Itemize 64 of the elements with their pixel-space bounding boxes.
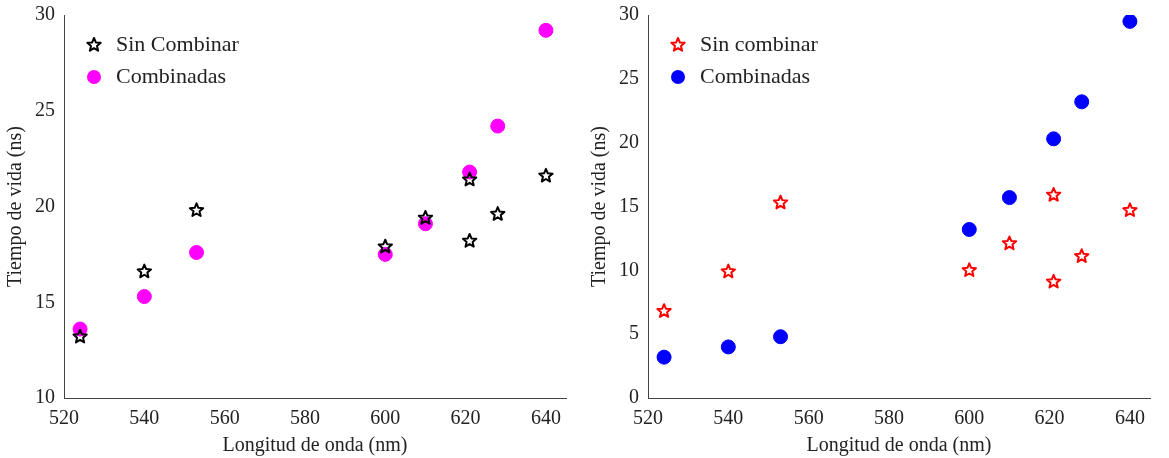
- point: [1046, 131, 1062, 147]
- point: [490, 206, 506, 221]
- y-tick-label: 30: [619, 2, 639, 25]
- y-tick-label: 10: [35, 385, 55, 408]
- legend-label: Combinadas: [116, 62, 226, 88]
- y-tick-label: 15: [35, 289, 55, 312]
- x-tick-label: 520: [633, 406, 663, 429]
- point: [773, 329, 789, 345]
- legend-label: Sin combinar: [700, 30, 819, 56]
- y-tick-label: 5: [629, 321, 639, 344]
- y-tick-label: 10: [619, 257, 639, 280]
- y-tick-label: 20: [35, 193, 55, 216]
- point: [656, 303, 672, 318]
- y-axis-title: Tiempo de vida (ns): [587, 126, 611, 287]
- point: [461, 232, 478, 248]
- x-tick-label: 580: [289, 406, 320, 429]
- x-axis-title: Longitud de onda (nm): [222, 433, 408, 457]
- point: [461, 171, 478, 187]
- x-tick-label: 520: [49, 406, 79, 429]
- y-tick-label: 25: [35, 98, 55, 120]
- x-tick-label: 600: [370, 406, 401, 429]
- point: [72, 328, 88, 344]
- point: [1074, 94, 1090, 110]
- point: [538, 167, 554, 183]
- point: [656, 349, 672, 365]
- y-tick-label: 15: [619, 193, 639, 216]
- x-tick-label: 620: [450, 406, 481, 429]
- point: [720, 339, 736, 355]
- x-tick-label: 560: [209, 406, 240, 429]
- x-tick-label: 560: [793, 406, 824, 429]
- x-tick-label: 640: [530, 406, 561, 429]
- y-tick-label: 25: [619, 66, 639, 89]
- legend-label: Sin Combinar: [116, 30, 240, 56]
- point: [1122, 15, 1138, 29]
- x-tick-label: 640: [1114, 406, 1145, 429]
- point: [188, 202, 205, 217]
- x-tick-label: 580: [873, 406, 904, 429]
- y-tick-label: 30: [35, 2, 55, 25]
- point: [538, 22, 554, 38]
- point: [1045, 187, 1062, 202]
- point: [490, 118, 506, 134]
- point: [720, 263, 736, 279]
- x-tick-label: 540: [713, 406, 744, 429]
- y-axis-title: Tiempo de vida (ns): [3, 126, 27, 287]
- point: [961, 221, 977, 237]
- point: [189, 244, 205, 260]
- point: [961, 262, 977, 277]
- point: [417, 209, 434, 225]
- point: [1045, 273, 1062, 289]
- x-tick-label: 620: [1034, 406, 1065, 429]
- point: [1074, 248, 1090, 263]
- point: [772, 194, 789, 210]
- x-tick-label: 540: [129, 406, 160, 429]
- legend-label: Combinadas: [700, 62, 810, 88]
- x-tick-label: 600: [954, 406, 985, 429]
- point: [377, 238, 393, 254]
- y-tick-label: 0: [629, 385, 639, 408]
- x-axis-title: Longitud de onda (nm): [806, 433, 992, 457]
- point: [136, 289, 152, 305]
- point: [1001, 190, 1017, 206]
- y-tick-label: 20: [619, 129, 639, 152]
- point: [136, 263, 152, 279]
- point: [1001, 235, 1018, 251]
- point: [1122, 202, 1138, 217]
